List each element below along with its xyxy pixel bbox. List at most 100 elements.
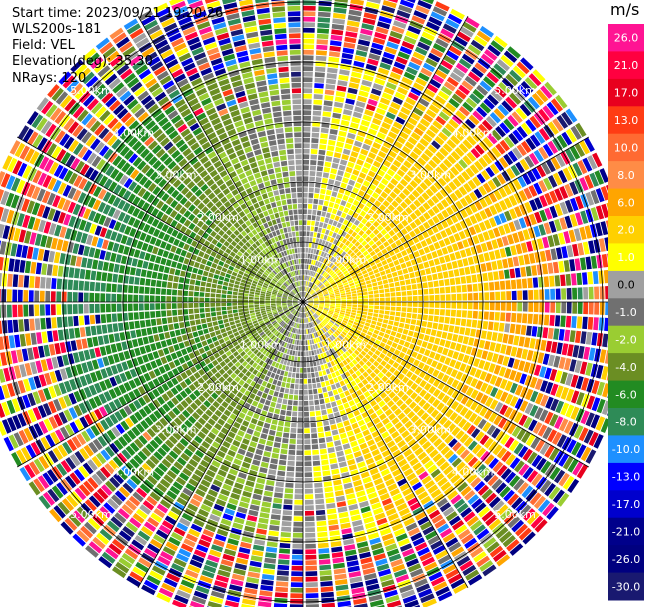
velocity-cell — [317, 282, 322, 287]
velocity-cell — [468, 337, 475, 346]
velocity-cell — [499, 200, 508, 211]
velocity-cell — [411, 15, 426, 25]
velocity-cell — [561, 343, 569, 356]
velocity-cell — [345, 289, 351, 293]
velocity-cell — [343, 282, 349, 286]
velocity-cell — [484, 207, 493, 218]
velocity-cell — [478, 253, 485, 263]
velocity-cell — [357, 244, 364, 250]
velocity-cell — [428, 308, 434, 315]
velocity-cell — [303, 5, 316, 11]
velocity-cell — [561, 111, 573, 126]
velocity-cell — [512, 65, 526, 79]
velocity-cell — [230, 324, 237, 330]
velocity-cell — [287, 455, 295, 461]
velocity-cell — [407, 307, 412, 313]
velocity-cell — [437, 346, 444, 354]
velocity-cell — [303, 329, 305, 335]
velocity-cell — [389, 71, 402, 80]
velocity-cell — [566, 245, 574, 258]
velocity-cell — [276, 369, 281, 375]
velocity-cell — [445, 302, 451, 309]
velocity-cell — [372, 37, 386, 45]
velocity-cell — [577, 242, 585, 256]
velocity-cell — [372, 83, 384, 91]
velocity-cell — [454, 89, 467, 100]
velocity-cell — [420, 153, 430, 162]
velocity-cell — [371, 88, 382, 96]
velocity-cell — [521, 140, 532, 154]
velocity-cell — [455, 200, 464, 210]
velocity-cell — [583, 302, 589, 315]
velocity-cell — [358, 202, 365, 210]
velocity-cell — [379, 293, 385, 298]
velocity-cell — [346, 493, 356, 500]
velocity-cell — [196, 342, 203, 349]
velocity-cell — [311, 292, 317, 296]
velocity-cell — [462, 21, 477, 33]
velocity-cell — [457, 335, 464, 343]
velocity-cell — [379, 126, 389, 135]
velocity-cell — [345, 255, 351, 262]
velocity-cell — [292, 367, 297, 373]
velocity-cell — [330, 281, 336, 286]
velocity-cell — [308, 300, 314, 302]
velocity-cell — [528, 290, 534, 300]
velocity-cell — [494, 249, 501, 259]
velocity-cell — [498, 81, 511, 94]
velocity-cell — [380, 164, 389, 173]
velocity-cell — [313, 295, 318, 298]
velocity-cell — [520, 266, 527, 277]
velocity-cell — [283, 504, 293, 510]
velocity-cell — [346, 25, 359, 33]
velocity-cell — [325, 229, 330, 235]
velocity-cell — [493, 108, 505, 120]
velocity-cell — [309, 176, 315, 182]
velocity-cell — [388, 150, 397, 159]
velocity-cell — [527, 313, 533, 324]
velocity-cell — [467, 284, 473, 292]
velocity-cell — [331, 551, 344, 558]
velocity-cell — [296, 455, 303, 461]
velocity-cell — [313, 260, 316, 266]
velocity-cell — [269, 463, 278, 470]
velocity-cell — [406, 155, 416, 165]
velocity-cell — [313, 304, 319, 307]
velocity-cell — [308, 282, 312, 287]
velocity-cell — [444, 278, 450, 286]
velocity-cell — [385, 329, 392, 335]
velocity-cell — [369, 93, 380, 101]
velocity-cell — [260, 584, 274, 592]
velocity-cell — [415, 242, 423, 250]
velocity-cell — [344, 487, 354, 495]
velocity-cell — [271, 508, 282, 515]
velocity-cell — [496, 237, 504, 248]
velocity-cell — [332, 274, 338, 280]
velocity-cell — [318, 432, 325, 438]
velocity-cell — [339, 517, 350, 524]
velocity-cell — [393, 173, 402, 182]
velocity-cell — [314, 355, 319, 361]
velocity-cell — [353, 60, 365, 68]
velocity-cell — [152, 351, 160, 359]
velocity-cell — [313, 94, 323, 100]
velocity-cell — [338, 205, 345, 212]
velocity-cell — [453, 326, 460, 334]
velocity-cell — [303, 389, 308, 395]
velocity-cell — [374, 112, 384, 121]
velocity-cell — [300, 367, 303, 373]
velocity-cell — [423, 302, 429, 308]
velocity-cell — [330, 298, 336, 301]
velocity-cell — [340, 119, 350, 127]
velocity-cell — [384, 233, 391, 240]
velocity-cell — [264, 399, 271, 406]
velocity-cell — [464, 206, 473, 216]
velocity-cell — [360, 317, 366, 322]
velocity-cell — [276, 575, 289, 582]
velocity-cell — [308, 298, 313, 301]
velocity-cell — [533, 182, 543, 195]
velocity-cell — [340, 182, 347, 189]
velocity-cell — [445, 227, 453, 236]
velocity-cell — [372, 254, 379, 261]
velocity-cell — [315, 287, 320, 292]
